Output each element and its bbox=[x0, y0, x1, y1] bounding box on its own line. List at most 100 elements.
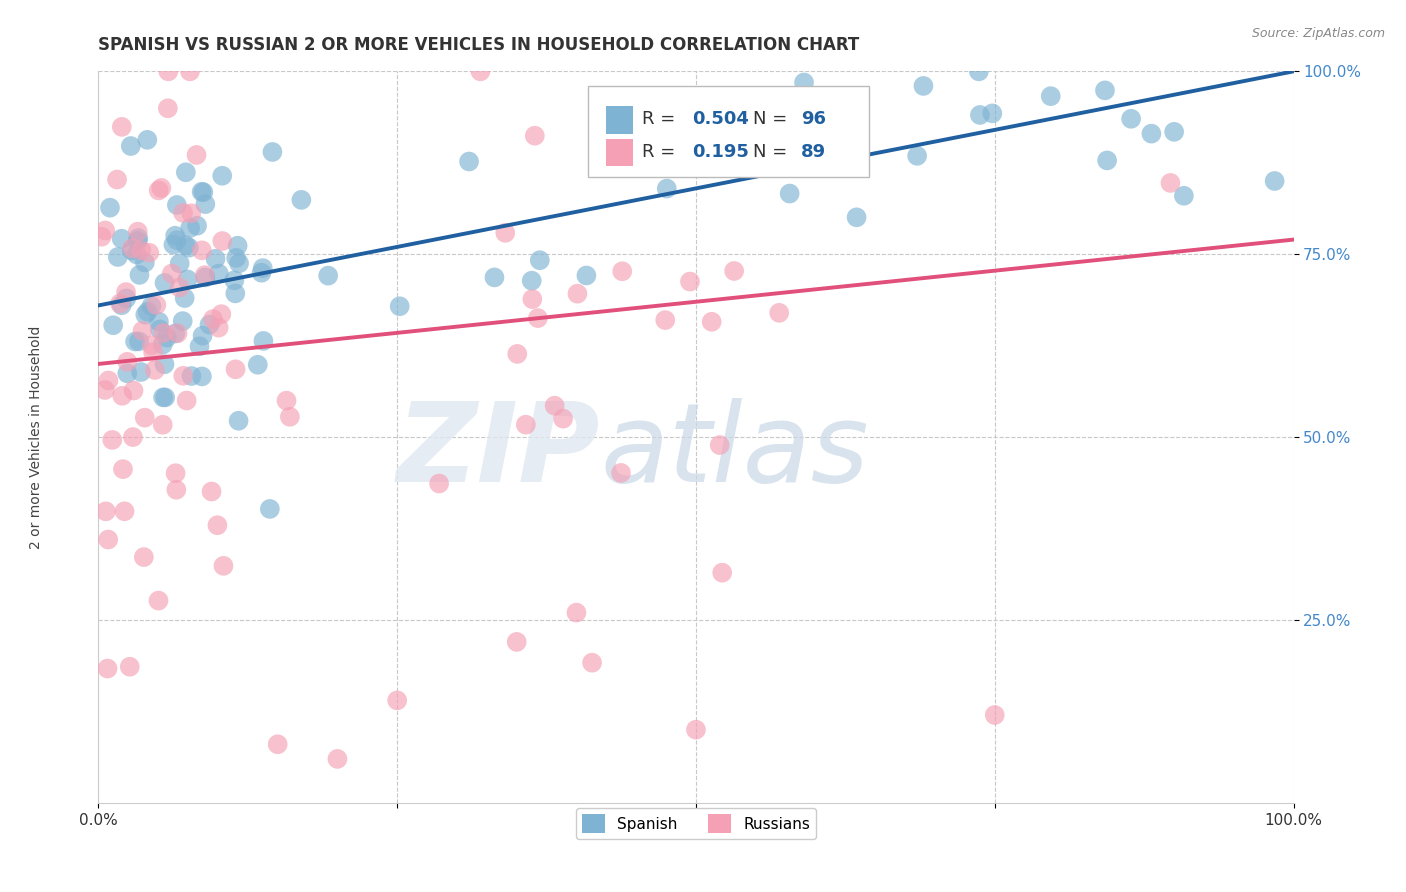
Point bbox=[1119, 112, 1142, 126]
Point bbox=[136, 304, 159, 318]
Point bbox=[259, 502, 281, 516]
Text: N =: N = bbox=[754, 143, 793, 161]
Point bbox=[127, 234, 149, 248]
Y-axis label: 2 or more Vehicles in Household: 2 or more Vehicles in Household bbox=[30, 326, 42, 549]
Point bbox=[174, 238, 197, 252]
Point bbox=[984, 708, 1007, 723]
Point bbox=[1095, 153, 1118, 168]
Point bbox=[156, 330, 179, 344]
Text: Source: ZipAtlas.com: Source: ZipAtlas.com bbox=[1251, 27, 1385, 40]
FancyBboxPatch shape bbox=[589, 86, 869, 178]
Point bbox=[212, 558, 235, 573]
Point bbox=[94, 223, 117, 237]
Point bbox=[127, 231, 149, 245]
Point bbox=[127, 225, 149, 239]
Point bbox=[1173, 188, 1195, 202]
Point bbox=[117, 367, 139, 381]
Point bbox=[252, 334, 274, 348]
Point bbox=[108, 296, 131, 310]
Point bbox=[172, 314, 194, 328]
Point bbox=[211, 169, 233, 183]
Point bbox=[522, 292, 544, 306]
Point bbox=[198, 318, 221, 332]
Text: R =: R = bbox=[643, 110, 681, 128]
Point bbox=[208, 267, 231, 281]
Point bbox=[97, 533, 120, 547]
Point bbox=[385, 693, 409, 707]
Point bbox=[211, 234, 233, 248]
Point bbox=[125, 247, 148, 261]
Point bbox=[825, 154, 848, 169]
Point bbox=[506, 347, 529, 361]
Point bbox=[779, 186, 801, 201]
Point bbox=[136, 133, 159, 147]
Point bbox=[111, 298, 134, 312]
Point bbox=[494, 226, 516, 240]
Point bbox=[1264, 174, 1286, 188]
Point bbox=[148, 593, 170, 607]
Point bbox=[165, 483, 187, 497]
Point bbox=[228, 256, 250, 270]
Point bbox=[191, 328, 214, 343]
Point bbox=[179, 64, 201, 78]
Point bbox=[153, 276, 176, 290]
Text: SPANISH VS RUSSIAN 2 OR MORE VEHICLES IN HOUSEHOLD CORRELATION CHART: SPANISH VS RUSSIAN 2 OR MORE VEHICLES IN… bbox=[98, 36, 859, 54]
Point bbox=[523, 128, 546, 143]
Text: 0.195: 0.195 bbox=[692, 143, 749, 161]
Point bbox=[967, 64, 990, 78]
Point bbox=[152, 337, 174, 351]
Point bbox=[121, 244, 143, 258]
Point bbox=[174, 165, 197, 179]
Point bbox=[180, 369, 202, 384]
Point bbox=[427, 476, 450, 491]
Point bbox=[191, 369, 214, 384]
Point bbox=[1159, 176, 1181, 190]
Point bbox=[152, 390, 174, 404]
Point bbox=[98, 201, 121, 215]
Point bbox=[177, 241, 200, 255]
Legend: Spanish, Russians: Spanish, Russians bbox=[576, 808, 815, 839]
Point bbox=[128, 268, 150, 282]
Point bbox=[142, 345, 165, 359]
Point bbox=[111, 389, 134, 403]
Point bbox=[693, 134, 716, 148]
Point bbox=[166, 233, 188, 247]
Point bbox=[129, 365, 152, 379]
Point bbox=[207, 518, 229, 533]
Point bbox=[190, 185, 212, 199]
Point bbox=[224, 273, 246, 287]
Point bbox=[612, 264, 634, 278]
Point bbox=[225, 251, 247, 265]
Text: 96: 96 bbox=[801, 110, 827, 128]
Point bbox=[176, 393, 198, 408]
Point bbox=[506, 635, 529, 649]
Point bbox=[90, 229, 112, 244]
Point bbox=[641, 160, 664, 174]
Point bbox=[114, 504, 136, 518]
Point bbox=[121, 241, 143, 255]
Point bbox=[129, 244, 152, 258]
Point bbox=[94, 383, 117, 397]
Point bbox=[543, 399, 565, 413]
Point bbox=[165, 466, 187, 480]
FancyBboxPatch shape bbox=[606, 138, 633, 167]
Point bbox=[97, 374, 120, 388]
Point bbox=[793, 76, 815, 90]
Point bbox=[709, 438, 731, 452]
Point bbox=[290, 193, 312, 207]
Point bbox=[610, 466, 633, 480]
Point bbox=[679, 275, 702, 289]
Point bbox=[111, 120, 134, 134]
Point bbox=[388, 299, 411, 313]
Point bbox=[111, 462, 134, 476]
Point bbox=[905, 149, 928, 163]
Point bbox=[723, 264, 745, 278]
Point bbox=[117, 355, 139, 369]
Point bbox=[128, 334, 150, 349]
Point bbox=[138, 245, 160, 260]
Point bbox=[169, 280, 191, 294]
Point bbox=[520, 274, 543, 288]
Point bbox=[194, 270, 217, 285]
FancyBboxPatch shape bbox=[606, 106, 633, 134]
Point bbox=[250, 266, 273, 280]
